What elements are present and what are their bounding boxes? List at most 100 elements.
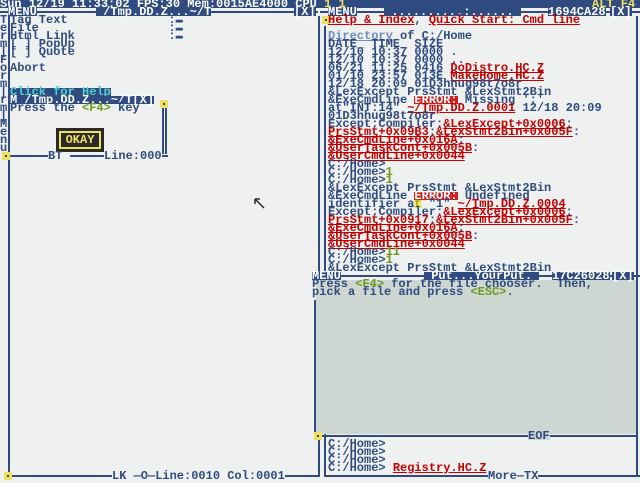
link[interactable]: &UserTaskCont+0x005B	[328, 229, 473, 243]
left-window-border	[8, 16, 10, 476]
text-segment: :	[472, 141, 480, 155]
text-segment: C:/Home>	[328, 253, 386, 267]
right-line: Except:Compiler:&LexExcept+0x0006:	[328, 117, 602, 131]
okay-button[interactable]: OKAY	[56, 128, 104, 152]
right-window-content: Help & Index, Quick Start: Cmd line Direc…	[328, 13, 602, 275]
left-menu-button[interactable]: MENU	[8, 5, 37, 19]
text-segment: &LexExcept PrsStmt &LexStmt2Bin	[328, 261, 552, 275]
text-segment: "1"	[421, 197, 458, 211]
text-segment: :	[457, 133, 465, 147]
left-line: M /Tmp.DD.Z...~/T[X]	[10, 93, 183, 107]
popup-id: 17C26028	[552, 269, 610, 283]
left-line: Abort	[10, 61, 183, 75]
text-segment: &LexExcept PrsStmt &LexStmt2Bin	[328, 181, 552, 195]
right-line: Directory of C:/Home	[328, 29, 602, 43]
right-line: &ExeCmdLine+0x016A:	[328, 221, 602, 235]
text-segment: ..	[450, 53, 465, 67]
link[interactable]: ~/Tmp.DD.Z.0004	[457, 197, 566, 211]
right-close-button[interactable]: [X]	[610, 5, 632, 19]
popup-menu-button[interactable]: MENU	[312, 269, 341, 283]
link[interactable]: PrsStmt+0x0917	[328, 213, 429, 227]
text-segment: C:/Home>	[328, 245, 386, 259]
right-line: C:/Home>1	[328, 253, 602, 267]
popup-close-button[interactable]: [X]	[612, 269, 634, 283]
text-segment: 12/10 10:37 0000	[328, 53, 451, 67]
left-window-title: /Tmp.DD.Z...~/T	[96, 5, 212, 19]
right-line: &ExeCmdLine ERROR: Undefined	[328, 190, 602, 202]
text-segment: Press the	[10, 101, 83, 115]
sidebar-letter: m	[0, 77, 8, 91]
text-segment: :	[428, 213, 437, 227]
link[interactable]: &UserTaskCont+0x005B	[328, 141, 473, 155]
cpu-a: 1	[324, 0, 332, 11]
link[interactable]: DoDistro.HC.Z	[450, 61, 545, 75]
popup-line: pick a file and press <ESC>.	[312, 285, 593, 299]
link[interactable]: Quick Start: Cmd line	[428, 13, 581, 27]
inner-footer-mode: BT	[48, 149, 70, 163]
right-line: 01D3hhug98t7o8r	[328, 110, 602, 122]
text-segment: 11	[385, 245, 401, 259]
text-segment: 12/18 20:09	[515, 101, 602, 115]
text-segment: 1	[385, 253, 393, 267]
text-segment: 1	[385, 173, 393, 187]
alt-f4-button[interactable]: ALT F4	[592, 0, 636, 11]
text-segment: [ ] Quote	[10, 45, 75, 59]
link[interactable]: &UserCmdLine+0x0044	[328, 149, 465, 163]
text-segment: Press	[312, 277, 356, 291]
text-segment: &LexExcept PrsStmt &LexStmt2Bin	[328, 85, 552, 99]
text-segment: identifier a	[328, 197, 415, 211]
sidebar-letter: n	[0, 133, 8, 147]
popup-eof: EOF	[528, 429, 550, 443]
sidebar-letter: F	[0, 53, 8, 67]
link[interactable]: ~/Tmp.DD.Z.0001	[407, 101, 516, 115]
text-segment: :	[472, 229, 480, 243]
right-line: at"INT:14" ~/Tmp.DD.Z.0001 12/18 20:09	[328, 101, 602, 115]
right-line: &ExeCmdLine+0x016A:	[328, 133, 602, 147]
link[interactable]: &ExeCmdLine+0x016A	[328, 133, 458, 147]
right-line: 01/10 23:57 013E MakeHome.HC.Z	[328, 69, 602, 83]
left-close-button[interactable]: [X]	[294, 5, 316, 19]
text-segment: C:/Home>	[328, 157, 386, 171]
sidebar-letter: M	[0, 117, 8, 131]
link[interactable]: &LexStmt2Bin+0x005F	[436, 213, 573, 227]
bottom-line: C:/Home>	[328, 445, 486, 459]
right-line: &LexExcept PrsStmt &LexStmt2Bin	[328, 85, 602, 99]
status-text: Sun 12/19 11:33:02 FPS:30 Mem:0015AE4000…	[0, 0, 325, 11]
text-segment: Html Link :▬	[10, 29, 183, 43]
link[interactable]: &LexExcept+0x0006	[443, 117, 566, 131]
right-footer: More—TX	[488, 469, 539, 483]
text-segment: Abort	[10, 61, 47, 75]
top-status: Sun 12/19 11:33:02 FPS:30 Mem:0015AE4000…	[0, 0, 346, 11]
link[interactable]: Directory	[328, 29, 393, 43]
text-segment: M /Tmp.DD.Z...~/T[X]	[10, 93, 155, 107]
link[interactable]: &LexStmt2Bin+0x005F	[436, 125, 573, 139]
text-segment: DATE_ TIME_ SIZE	[328, 37, 444, 51]
right-menu-button[interactable]: MENU	[328, 5, 357, 19]
text-segment: :	[428, 125, 437, 139]
sidebar-letter: u	[0, 141, 8, 155]
link[interactable]: Registry.HC.Z	[392, 461, 487, 475]
text-segment: [ ] PopUp	[10, 37, 75, 51]
sidebar-letter: T	[0, 13, 8, 27]
link[interactable]: MakeHome.HC.Z	[450, 69, 545, 83]
right-line: C:/Home>1	[328, 166, 602, 178]
link[interactable]: &ExeCmdLine+0x016A	[328, 221, 458, 235]
left-resize-grip[interactable]	[4, 472, 12, 480]
text-segment: pick a file and press	[312, 285, 471, 299]
link[interactable]: &UserCmdLine+0x0044	[328, 237, 465, 251]
sidebar-letter: o	[0, 61, 8, 75]
link[interactable]: PrsStmt+0x09B3	[328, 125, 429, 139]
text-segment: C:/Home>	[328, 445, 386, 459]
mouse-cursor-icon	[254, 198, 265, 209]
text-segment: Tag Text :▬	[10, 13, 183, 27]
cpu-b: 1	[338, 0, 346, 11]
left-line: [ ] PopUp	[10, 37, 183, 51]
resize-grip[interactable]	[160, 100, 168, 108]
okay-label: OKAY	[59, 131, 101, 149]
left-window-content: Tag Text :▬ File :▬ Html Link :▬[ ] PopUp[…	[10, 13, 183, 115]
right-line: &UserTaskCont+0x005B:	[328, 141, 602, 155]
right-window-title: ..........:......	[384, 5, 521, 19]
link[interactable]: Help & Index	[328, 13, 415, 27]
link[interactable]: &LexExcept+0x0006	[443, 205, 566, 219]
